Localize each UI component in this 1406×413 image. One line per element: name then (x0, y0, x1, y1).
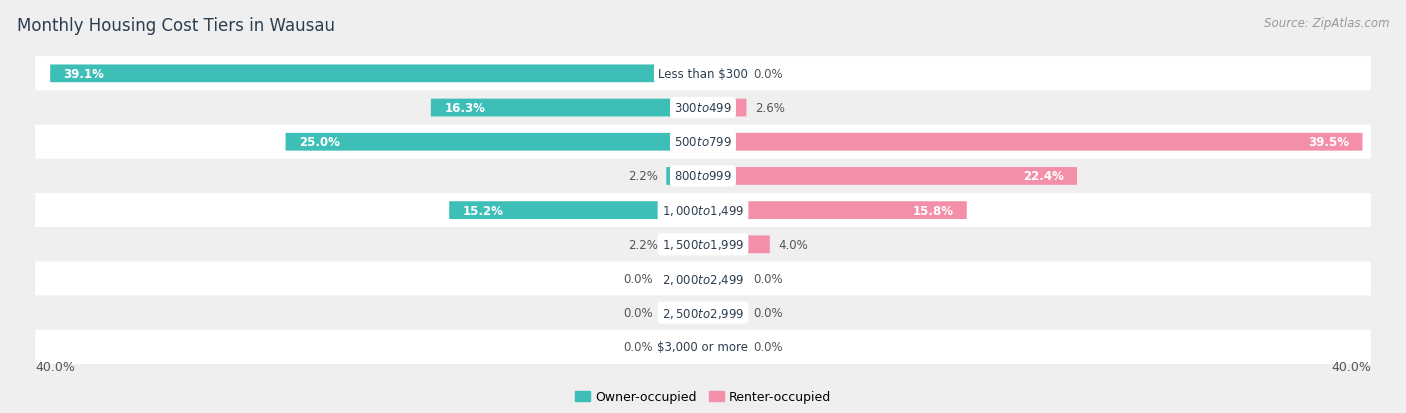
Text: 39.1%: 39.1% (63, 68, 104, 81)
Text: $800 to $999: $800 to $999 (673, 170, 733, 183)
Text: $1,500 to $1,999: $1,500 to $1,999 (662, 238, 744, 252)
FancyBboxPatch shape (35, 262, 1371, 296)
FancyBboxPatch shape (430, 100, 703, 117)
Text: 15.8%: 15.8% (912, 204, 953, 217)
FancyBboxPatch shape (35, 159, 1371, 194)
Text: 0.0%: 0.0% (623, 306, 652, 320)
FancyBboxPatch shape (35, 91, 1371, 125)
FancyBboxPatch shape (285, 133, 703, 151)
Text: Less than $300: Less than $300 (658, 68, 748, 81)
FancyBboxPatch shape (35, 194, 1371, 228)
Text: 0.0%: 0.0% (623, 341, 652, 354)
Text: $2,000 to $2,499: $2,000 to $2,499 (662, 272, 744, 286)
Text: Source: ZipAtlas.com: Source: ZipAtlas.com (1264, 17, 1389, 29)
Text: 15.2%: 15.2% (463, 204, 503, 217)
Text: 22.4%: 22.4% (1022, 170, 1063, 183)
FancyBboxPatch shape (703, 133, 1362, 151)
Text: 0.0%: 0.0% (754, 273, 783, 285)
FancyBboxPatch shape (35, 228, 1371, 262)
Text: 0.0%: 0.0% (754, 68, 783, 81)
Text: $1,000 to $1,499: $1,000 to $1,499 (662, 204, 744, 218)
Text: 40.0%: 40.0% (35, 361, 75, 373)
Text: 2.6%: 2.6% (755, 102, 785, 115)
FancyBboxPatch shape (703, 202, 967, 219)
FancyBboxPatch shape (703, 338, 745, 356)
FancyBboxPatch shape (661, 270, 703, 288)
Text: 0.0%: 0.0% (754, 306, 783, 320)
Text: $3,000 or more: $3,000 or more (658, 341, 748, 354)
FancyBboxPatch shape (666, 236, 703, 254)
FancyBboxPatch shape (35, 296, 1371, 330)
FancyBboxPatch shape (666, 168, 703, 185)
FancyBboxPatch shape (703, 168, 1077, 185)
FancyBboxPatch shape (35, 330, 1371, 364)
Text: 0.0%: 0.0% (623, 273, 652, 285)
Text: 2.2%: 2.2% (628, 170, 658, 183)
Text: $500 to $799: $500 to $799 (673, 136, 733, 149)
FancyBboxPatch shape (51, 65, 703, 83)
Text: Monthly Housing Cost Tiers in Wausau: Monthly Housing Cost Tiers in Wausau (17, 17, 335, 34)
FancyBboxPatch shape (661, 304, 703, 322)
Text: 39.5%: 39.5% (1308, 136, 1350, 149)
FancyBboxPatch shape (35, 125, 1371, 159)
FancyBboxPatch shape (703, 270, 745, 288)
Text: 40.0%: 40.0% (1331, 361, 1371, 373)
FancyBboxPatch shape (703, 65, 745, 83)
Text: 25.0%: 25.0% (299, 136, 340, 149)
Text: 16.3%: 16.3% (444, 102, 485, 115)
FancyBboxPatch shape (449, 202, 703, 219)
Text: 2.2%: 2.2% (628, 238, 658, 251)
FancyBboxPatch shape (703, 100, 747, 117)
Text: 4.0%: 4.0% (778, 238, 808, 251)
Text: 0.0%: 0.0% (754, 341, 783, 354)
Text: $2,500 to $2,999: $2,500 to $2,999 (662, 306, 744, 320)
FancyBboxPatch shape (661, 338, 703, 356)
FancyBboxPatch shape (703, 236, 769, 254)
Text: $300 to $499: $300 to $499 (673, 102, 733, 115)
Legend: Owner-occupied, Renter-occupied: Owner-occupied, Renter-occupied (569, 385, 837, 408)
FancyBboxPatch shape (703, 304, 745, 322)
FancyBboxPatch shape (35, 57, 1371, 91)
